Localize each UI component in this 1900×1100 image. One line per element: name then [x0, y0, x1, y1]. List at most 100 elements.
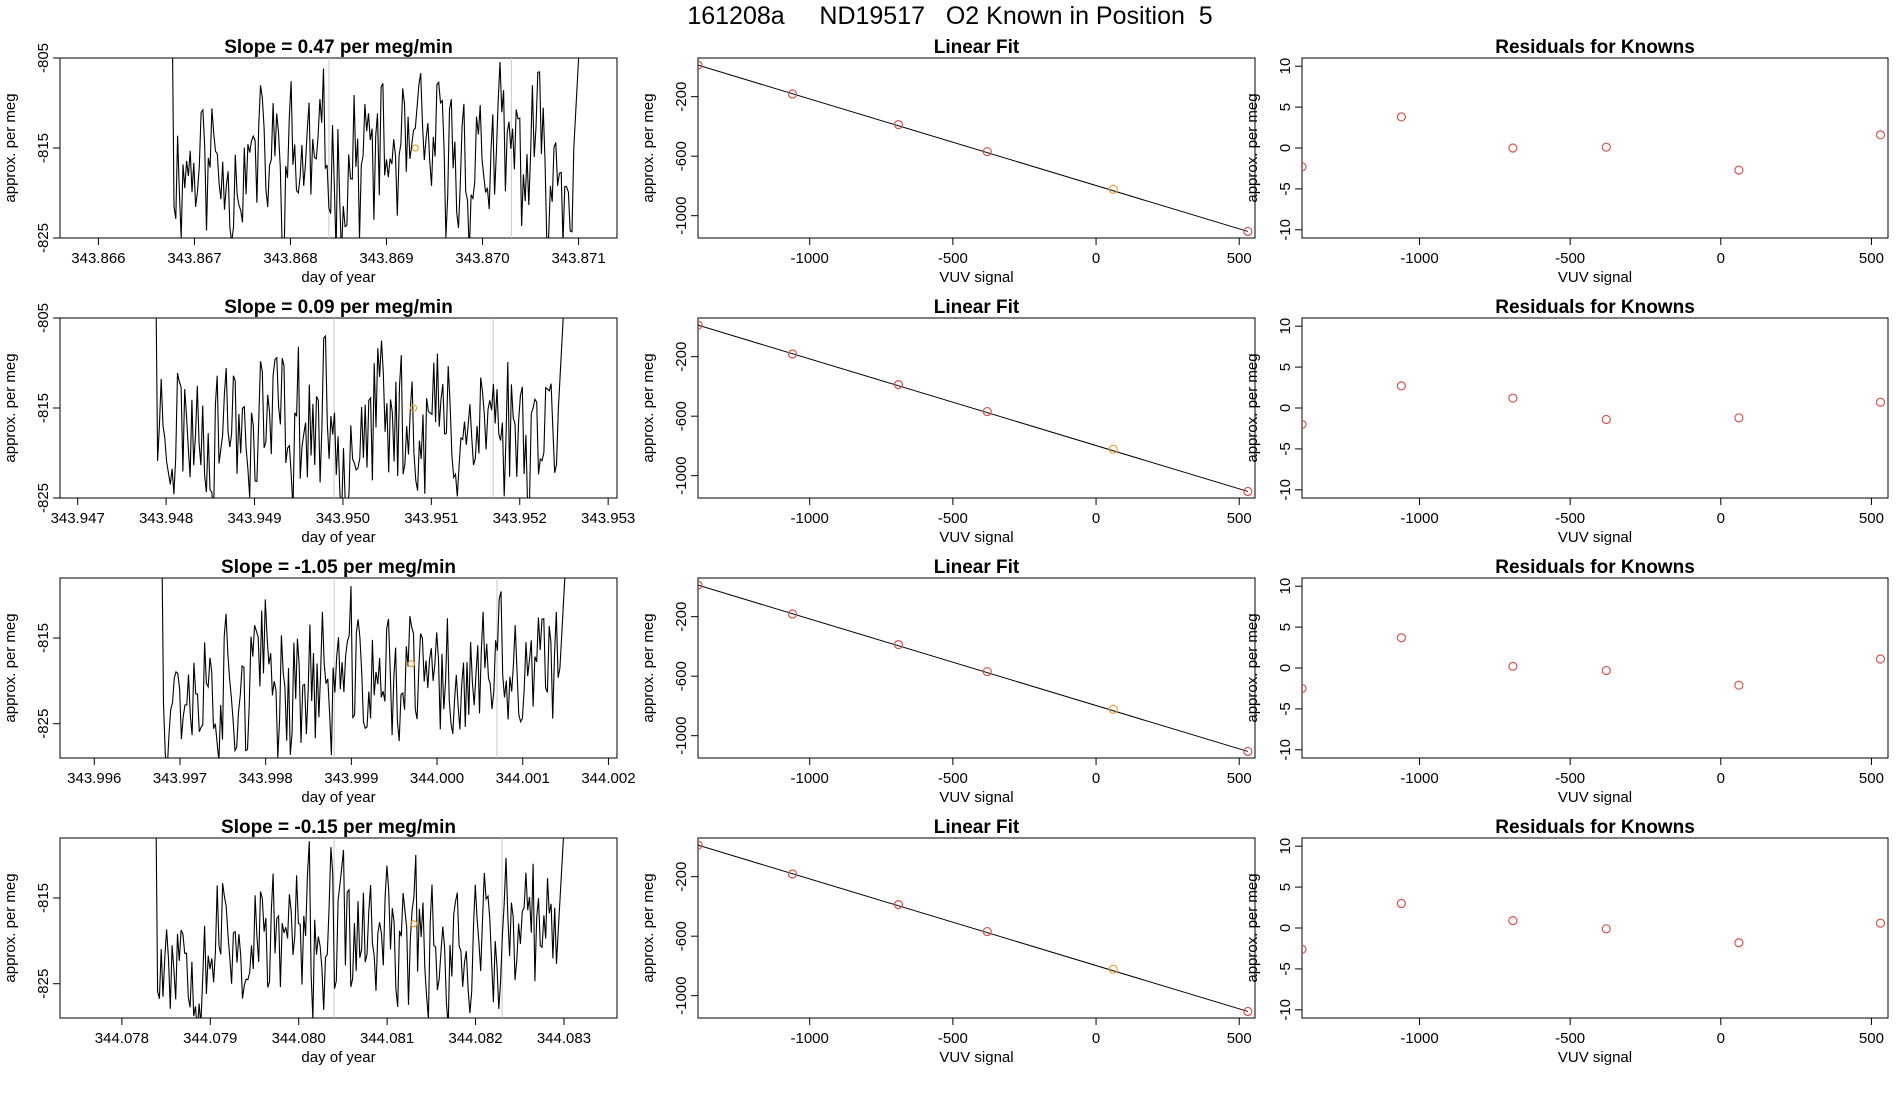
- fit-point: [982, 146, 992, 157]
- y-tick-label: -805: [35, 43, 52, 73]
- highlight-point: [407, 660, 415, 668]
- x-tick-label: 343.949: [227, 510, 281, 527]
- panel-title: Residuals for Knowns: [1495, 37, 1695, 58]
- y-tick-label: -600: [673, 661, 690, 691]
- x-tick-label: 0: [1717, 510, 1725, 527]
- plot-area: [155, 838, 564, 1018]
- x-tick-label: 344.002: [581, 770, 635, 787]
- timeseries-panel-4: Slope = -0.15 per meg/min 344.078 344.079 3…: [2, 817, 618, 1066]
- plot-frame: [1301, 57, 1889, 239]
- x-tick-label: 343.871: [551, 250, 605, 267]
- plot-area: [161, 578, 566, 758]
- fit-point: [982, 666, 992, 677]
- x-axis-label: VUV signal: [1558, 789, 1632, 806]
- x-tick-label: -1000: [1400, 250, 1438, 267]
- fit-panel-1: Linear Fit -1000 -500 0 500 VUV signal -200 -60…: [640, 37, 1256, 286]
- x-tick-label: 343.951: [404, 510, 458, 527]
- x-tick-label: 344.083: [537, 1030, 591, 1047]
- y-axis-label: approx. per meg: [640, 873, 657, 982]
- x-tick-label: 500: [1859, 250, 1884, 267]
- x-tick-label: -500: [1555, 250, 1585, 267]
- y-tick-label: -10: [1277, 219, 1294, 241]
- fit-point: [893, 640, 904, 650]
- x-tick-label: -500: [938, 770, 968, 787]
- x-axis-label: VUV signal: [1558, 529, 1632, 546]
- x-tick-label: 0: [1092, 250, 1100, 267]
- y-tick-label: -600: [673, 141, 690, 171]
- x-tick-label: 344.001: [496, 770, 550, 787]
- x-tick-label: 343.950: [316, 510, 370, 527]
- fit-point: [1243, 746, 1253, 757]
- plot-frame: [697, 577, 1256, 759]
- y-tick-label: -815: [35, 393, 52, 423]
- plot-frame: [59, 577, 618, 759]
- y-axis-label: approx. per meg: [640, 613, 657, 722]
- fit-point: [698, 320, 703, 330]
- plot-area: [698, 320, 1253, 497]
- residual-point: [1875, 397, 1886, 407]
- highlight-point: [410, 920, 418, 928]
- panel-title: Slope = 0.47 per meg/min: [224, 37, 453, 58]
- y-tick-label: 0: [1277, 924, 1294, 932]
- x-tick-label: 344.078: [95, 1030, 149, 1047]
- x-axis-label: day of year: [301, 269, 375, 286]
- plot-frame: [1301, 837, 1889, 1019]
- residual-point: [1875, 654, 1886, 664]
- residuals-panel-4: Residuals for Knowns -1000 -500 0 500 VUV sig…: [1244, 817, 1889, 1066]
- fit-point: [893, 900, 904, 910]
- residual-point: [1508, 393, 1518, 403]
- residual-point: [1734, 165, 1744, 175]
- y-axis-label: approx. per meg: [1244, 93, 1261, 202]
- plot-frame: [697, 57, 1256, 239]
- y-axis-label: approx. per meg: [640, 353, 657, 462]
- plot-area: [1302, 898, 1886, 954]
- y-tick-label: -200: [673, 602, 690, 632]
- y-tick-label: -815: [35, 883, 52, 913]
- x-axis-label: VUV signal: [1558, 1049, 1632, 1066]
- timeseries-panel-2: Slope = 0.09 per meg/min 343.947 343.948 34…: [2, 297, 635, 546]
- plot-frame: [1301, 317, 1889, 499]
- y-axis-label: approx. per meg: [2, 353, 19, 462]
- y-axis-label: approx. per meg: [1244, 613, 1261, 722]
- residual-point: [1601, 665, 1611, 676]
- residual-point: [1302, 419, 1307, 429]
- plot-frame: [59, 837, 618, 1019]
- x-tick-label: 343.999: [324, 770, 378, 787]
- y-tick-label: 5: [1277, 363, 1294, 371]
- y-tick-label: -825: [35, 709, 52, 739]
- x-axis-label: VUV signal: [939, 789, 1013, 806]
- x-tick-label: 343.867: [167, 250, 221, 267]
- x-tick-label: 343.997: [153, 770, 207, 787]
- x-tick-label: 343.866: [71, 250, 125, 267]
- plot-area: [698, 580, 1253, 757]
- fit-point: [787, 349, 798, 359]
- residual-point: [1302, 162, 1307, 172]
- fit-panel-2: Linear Fit -1000 -500 0 500 VUV signal -200 -60…: [640, 297, 1256, 546]
- panel-title: Slope = 0.09 per meg/min: [224, 297, 453, 318]
- x-tick-label: 500: [1227, 250, 1252, 267]
- panel-title: Slope = -1.05 per meg/min: [221, 557, 456, 578]
- plot-frame: [697, 837, 1256, 1019]
- x-tick-label: 500: [1859, 770, 1884, 787]
- y-tick-label: 5: [1277, 623, 1294, 631]
- panel-title: Residuals for Knowns: [1495, 297, 1695, 318]
- fit-point: [982, 406, 992, 417]
- y-tick-label: -10: [1277, 999, 1294, 1021]
- residual-point: [1734, 680, 1744, 690]
- panel-title: Residuals for Knowns: [1495, 817, 1695, 838]
- fit-line: [698, 64, 1248, 232]
- x-tick-label: 343.870: [455, 250, 509, 267]
- plot-area: [1302, 633, 1886, 694]
- residual-point: [1396, 381, 1407, 391]
- fit-point: [787, 609, 798, 619]
- x-tick-label: 500: [1859, 1030, 1884, 1047]
- y-tick-label: -5: [1277, 442, 1294, 455]
- y-tick-label: -815: [35, 133, 52, 163]
- x-tick-label: -1000: [790, 770, 828, 787]
- x-tick-label: 500: [1227, 1030, 1252, 1047]
- y-tick-label: -1000: [673, 716, 690, 754]
- y-tick-label: -200: [673, 862, 690, 892]
- x-tick-label: -1000: [790, 1030, 828, 1047]
- fit-point: [982, 926, 992, 937]
- x-tick-label: 343.998: [239, 770, 293, 787]
